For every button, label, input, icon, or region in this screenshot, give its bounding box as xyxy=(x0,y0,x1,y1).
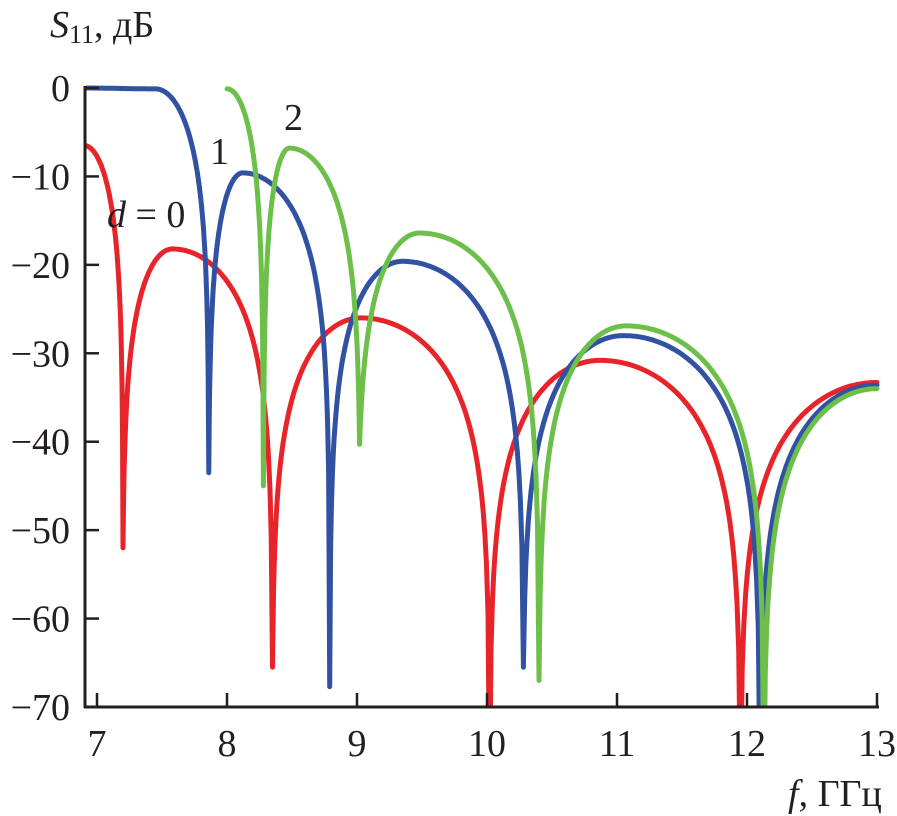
x-tick-label: 12 xyxy=(728,723,766,765)
y-tick-label: −30 xyxy=(11,333,70,375)
y-axis-label: S11, дБ xyxy=(50,4,154,49)
series-line-1 xyxy=(86,85,880,707)
y-tick-label: −60 xyxy=(11,599,70,641)
y-tick-label: −20 xyxy=(11,245,70,287)
x-tick-label: 11 xyxy=(599,723,636,765)
series-label-d0: d = 0 xyxy=(107,194,185,236)
series-label-1: 1 xyxy=(210,131,229,173)
y-tick-label: 0 xyxy=(51,68,70,110)
y-tick-label: −40 xyxy=(11,422,70,464)
y-tick-label: −70 xyxy=(11,687,70,729)
y-tick-label: −10 xyxy=(11,156,70,198)
x-tick-label: 8 xyxy=(218,723,237,765)
series-line-d0 xyxy=(86,143,880,707)
y-tick-label: −50 xyxy=(11,510,70,552)
x-tick-label: 10 xyxy=(468,723,506,765)
series-line-2 xyxy=(224,86,880,707)
x-tick-label: 13 xyxy=(858,723,896,765)
x-axis-label: f, ГГц xyxy=(788,773,882,815)
x-tick-label: 7 xyxy=(88,723,107,765)
x-tick-label: 9 xyxy=(348,723,367,765)
series-label-2: 2 xyxy=(284,97,303,139)
